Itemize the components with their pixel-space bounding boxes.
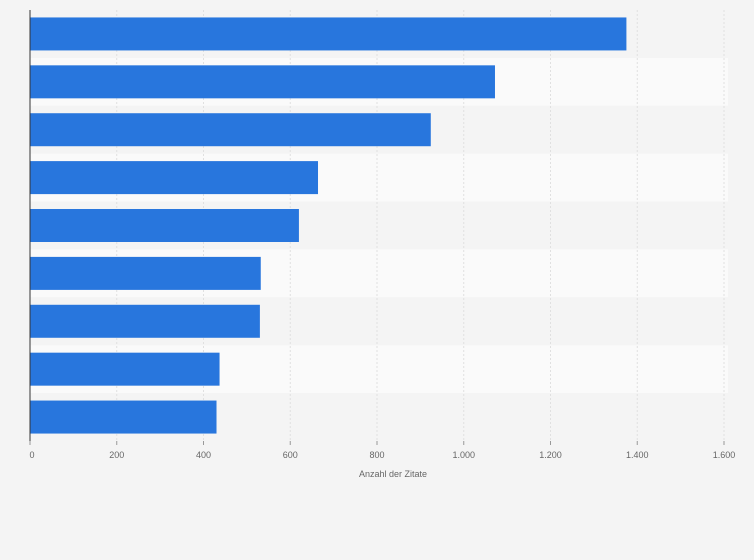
x-axis-ticks: 0 200 400 600 800 1.000 1.200 1.400 1.600 [29, 441, 735, 460]
bar [30, 256, 261, 290]
x-tick-label: 1.400 [626, 450, 649, 460]
x-tick-label: 600 [283, 450, 298, 460]
bar [30, 65, 495, 99]
x-tick-label: 400 [196, 450, 211, 460]
bar [30, 161, 319, 195]
bar [30, 113, 431, 147]
bar [30, 209, 299, 242]
bar [30, 400, 217, 434]
x-tick-label: 800 [369, 450, 384, 460]
x-tick-label: 1.600 [713, 450, 736, 460]
bar [30, 304, 260, 338]
x-tick-label: 1.000 [452, 450, 475, 460]
bars [30, 17, 627, 434]
x-tick-label: 200 [109, 450, 124, 460]
x-axis-title: Anzahl der Zitate [359, 469, 427, 479]
bar [30, 352, 220, 386]
x-tick-label: 1.200 [539, 450, 562, 460]
x-tick-label: 0 [29, 450, 34, 460]
bar [30, 17, 627, 51]
